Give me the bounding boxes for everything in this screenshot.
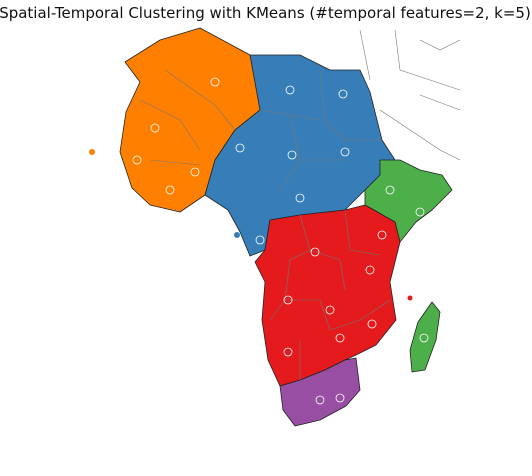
centroid-marker [132,155,142,165]
shape [139,69,391,380]
centroid-marker [419,333,429,343]
centroid-marker [365,265,375,275]
centroid-marker [283,295,293,305]
island [234,232,240,238]
centroid-marker [335,393,345,403]
centroid-markers [132,77,429,405]
centroid-marker [335,333,345,343]
cluster-green-island [409,301,441,373]
centroid-marker [367,319,377,329]
centroid-marker [340,147,350,157]
centroid-marker [190,167,200,177]
centroid-marker [235,143,245,153]
centroid-marker [377,230,387,240]
centroid-marker [295,193,305,203]
island [89,149,95,155]
centroid-marker [325,305,335,315]
borders [139,69,391,380]
centroid-marker [385,185,395,195]
neighbor-outlines [359,29,461,161]
shape [359,29,461,161]
centroid-marker [255,235,265,245]
centroid-marker [315,395,325,405]
centroid-marker [150,123,160,133]
map-title: Spatial-Temporal Clustering with KMeans … [0,4,531,22]
centroid-marker [415,207,425,217]
cluster-green [364,159,453,243]
centroid-marker [285,85,295,95]
centroid-marker [310,247,320,257]
cluster-red [254,204,401,387]
centroid-marker [283,347,293,357]
centroid-marker [165,185,175,195]
centroid-marker [287,150,297,160]
centroid-marker [210,77,220,87]
clusters [89,27,453,427]
island [407,295,413,301]
cluster-purple [279,357,361,427]
centroid-marker [338,89,348,99]
